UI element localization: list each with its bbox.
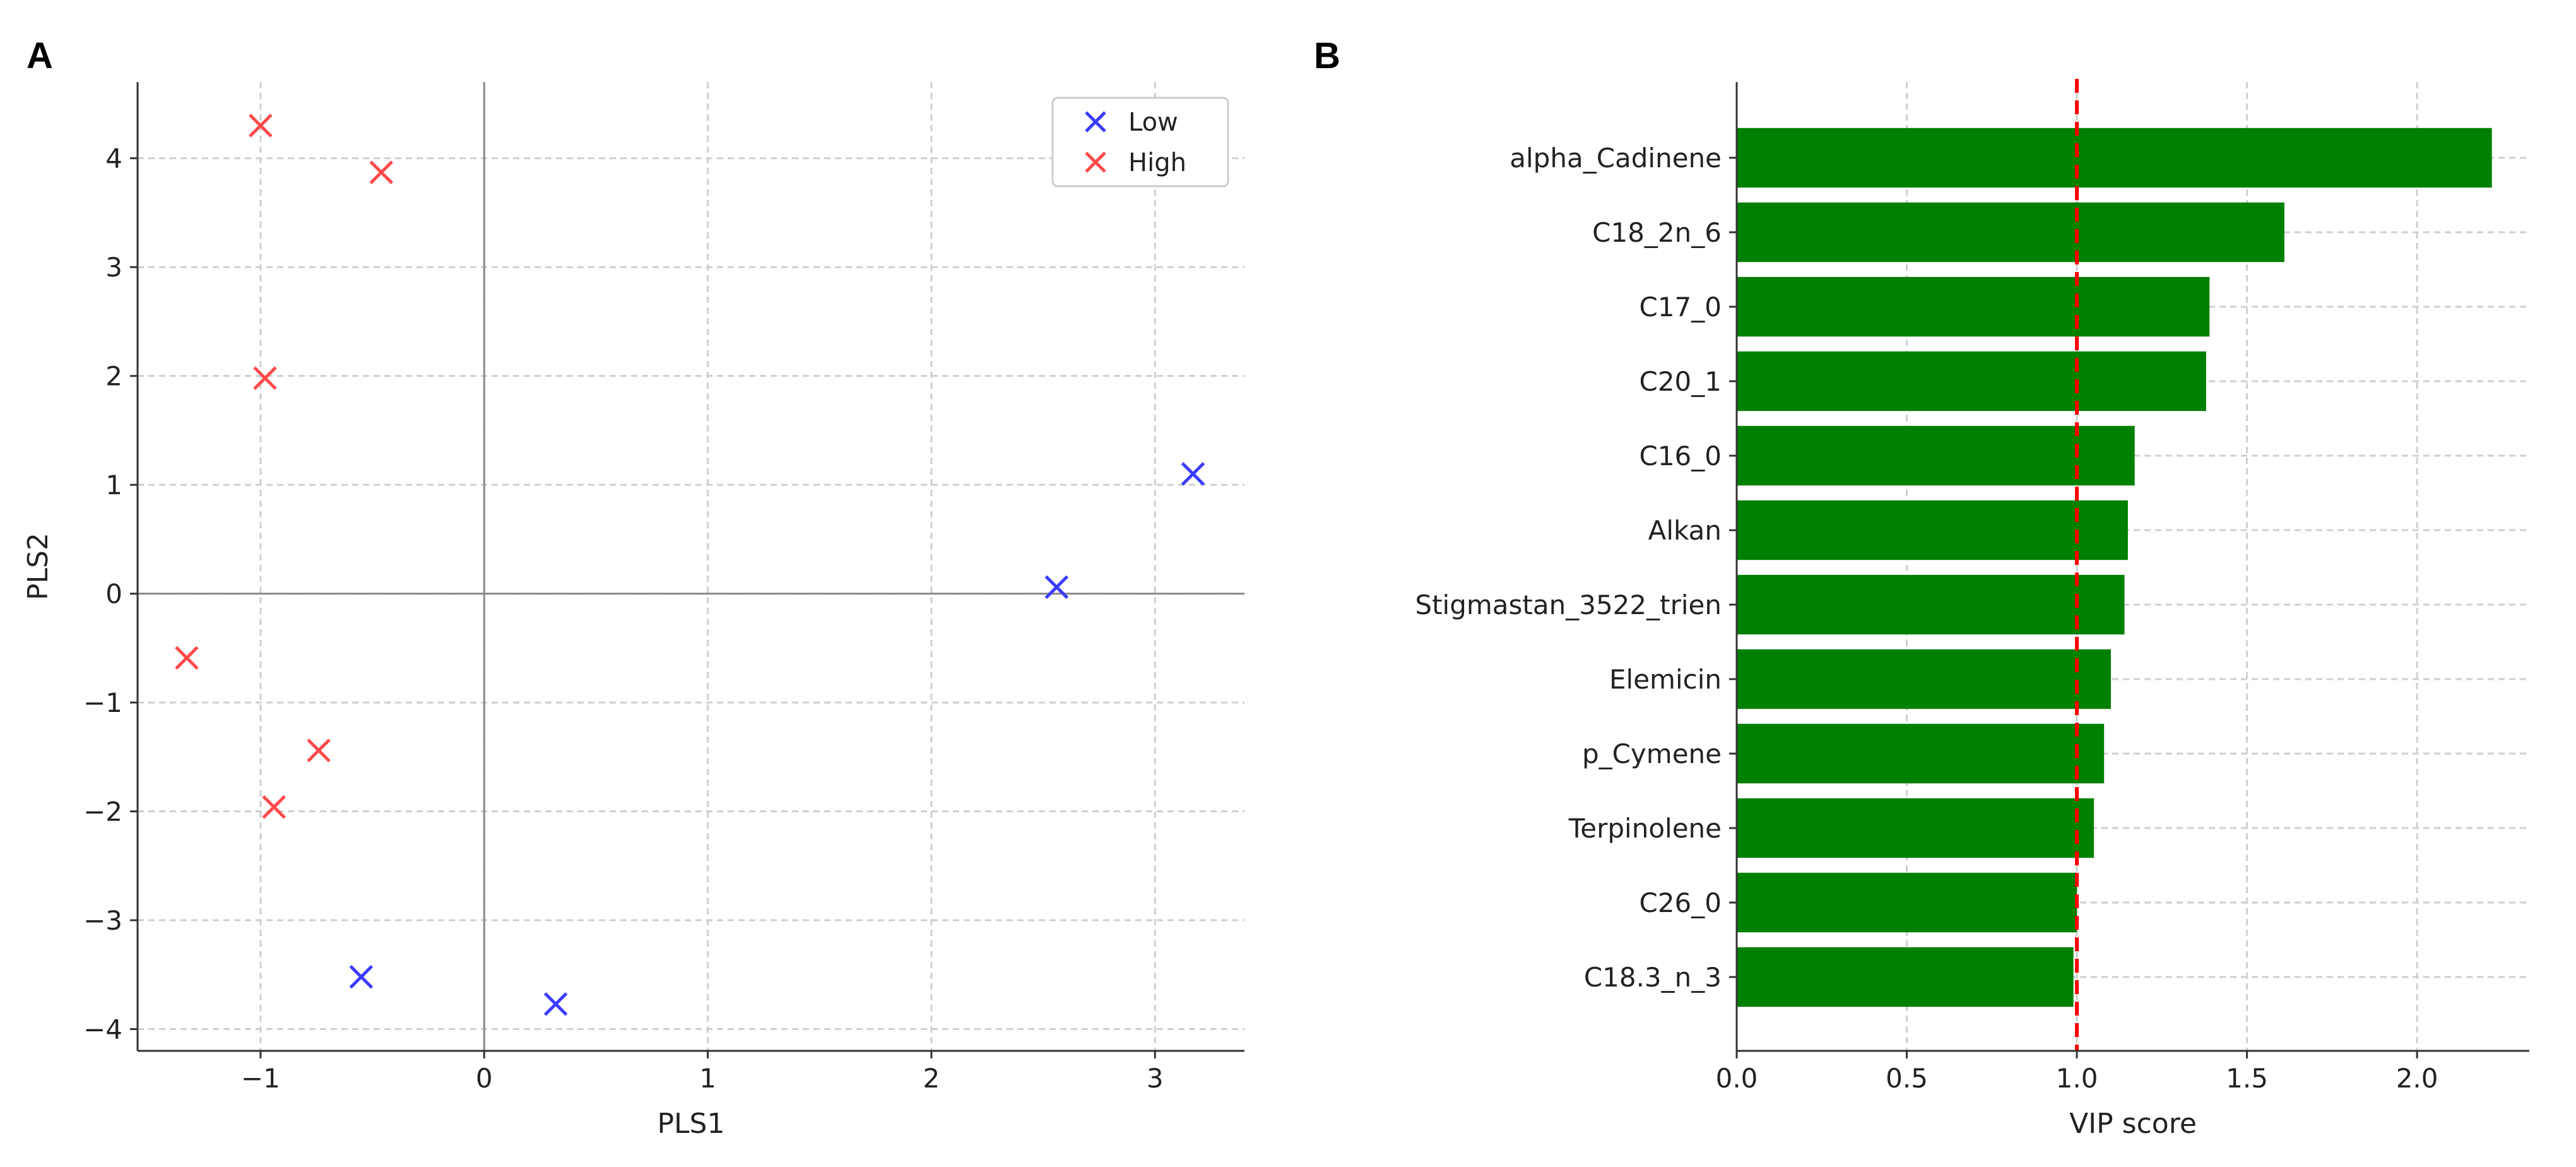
bar-c20-1 bbox=[1737, 351, 2206, 412]
scatter-point-low bbox=[1181, 462, 1205, 486]
bar-x-axis-label: VIP score bbox=[2069, 1108, 2197, 1140]
scatter-legend: Low High bbox=[1051, 97, 1229, 187]
scatter-point-low bbox=[1044, 575, 1069, 600]
bar-axes bbox=[1729, 82, 2529, 1058]
scatter-x-axis-label: PLS1 bbox=[658, 1108, 725, 1140]
x-tick-label: 0.5 bbox=[1886, 1063, 1928, 1094]
scatter-point-high bbox=[369, 160, 394, 184]
category-label-elemicin: Elemicin bbox=[1609, 664, 1722, 695]
x-tick-label: 1.5 bbox=[2226, 1063, 2268, 1094]
bar-elemicin bbox=[1737, 649, 2111, 709]
scatter-tick-labels: −1 0 1 2 3 −4 −3 −2 −1 0 1 2 3 4 bbox=[83, 143, 1164, 1094]
category-label-alkan: Alkan bbox=[1648, 515, 1722, 546]
category-label-c18-3-n-3: C18.3_n_3 bbox=[1584, 962, 1722, 993]
bar-c17-0 bbox=[1737, 276, 2210, 337]
scatter-point-high bbox=[175, 646, 199, 670]
scatter-point-high bbox=[253, 366, 277, 390]
bar-tick-labels: 0.0 0.5 1.0 1.5 2.0 bbox=[1716, 1063, 2438, 1094]
scatter-point-high bbox=[307, 738, 331, 762]
x-tick-label: 2 bbox=[923, 1063, 940, 1094]
scatter-point-low bbox=[543, 992, 568, 1016]
scatter-point-high bbox=[249, 114, 273, 138]
x-tick-label: 1.0 bbox=[2056, 1063, 2098, 1094]
y-tick-label: −4 bbox=[83, 1014, 122, 1045]
bar-c18-2n-6 bbox=[1737, 202, 2284, 263]
scatter-point-low bbox=[349, 964, 374, 989]
bar-alpha-cadinene bbox=[1737, 127, 2492, 188]
category-label-alpha-cadinene: alpha_Cadinene bbox=[1510, 143, 1722, 174]
panel-label-b: B bbox=[1314, 35, 1340, 76]
y-tick-label: 3 bbox=[105, 252, 122, 283]
legend-marker-low bbox=[1085, 111, 1106, 133]
scatter-axes bbox=[130, 82, 1244, 1058]
legend-label-high: High bbox=[1128, 148, 1186, 177]
category-label-terpinolene: Terpinolene bbox=[1568, 813, 1722, 844]
x-tick-label: 0.0 bbox=[1716, 1063, 1758, 1094]
legend-label-low: Low bbox=[1128, 108, 1178, 137]
panel-label-a: A bbox=[27, 35, 53, 76]
x-tick-label: −1 bbox=[241, 1063, 280, 1094]
y-tick-label: −1 bbox=[83, 687, 122, 718]
category-label-c26-0: C26_0 bbox=[1640, 887, 1722, 918]
scatter-plot-panel: −1 0 1 2 3 −4 −3 −2 −1 0 1 2 3 4 PLS1 PLS2 Low High bbox=[22, 82, 1244, 1140]
scatter-reference-lines bbox=[138, 82, 1244, 1051]
bar-c16-0 bbox=[1737, 425, 2135, 486]
category-label-c16-0: C16_0 bbox=[1640, 441, 1722, 471]
category-label-c20-1: C20_1 bbox=[1640, 366, 1722, 397]
bar-category-labels: alpha_Cadinene C18_2n_6 C17_0 C20_1 C16_0 Alk… bbox=[1415, 143, 1722, 993]
legend-marker-high bbox=[1085, 151, 1106, 173]
scatter-point-high bbox=[262, 795, 286, 819]
bar-terpinolene bbox=[1737, 798, 2094, 858]
y-tick-label: −3 bbox=[83, 905, 122, 936]
y-tick-label: 0 bbox=[105, 579, 122, 610]
bar-alkan bbox=[1737, 500, 2128, 560]
x-tick-label: 2.0 bbox=[2396, 1063, 2438, 1094]
bar-c18-3-n-3 bbox=[1737, 947, 2074, 1007]
category-label-p-cymene: p_Cymene bbox=[1582, 738, 1722, 769]
category-label-stigmastan-3522-trien: Stigmastan_3522_trien bbox=[1415, 589, 1722, 620]
bar-p-cymene bbox=[1737, 723, 2105, 784]
bar-c26-0 bbox=[1737, 872, 2077, 933]
scatter-y-axis-label: PLS2 bbox=[22, 533, 54, 600]
category-label-c17-0: C17_0 bbox=[1640, 292, 1722, 323]
y-tick-label: −2 bbox=[83, 797, 122, 827]
category-label-c18-2n-6: C18_2n_6 bbox=[1592, 217, 1722, 248]
y-tick-label: 4 bbox=[105, 143, 122, 174]
scatter-points bbox=[175, 114, 1205, 1016]
x-tick-label: 1 bbox=[699, 1063, 716, 1094]
y-tick-label: 2 bbox=[105, 361, 122, 392]
x-tick-label: 0 bbox=[476, 1063, 493, 1094]
y-tick-label: 1 bbox=[105, 470, 122, 501]
bar-stigmastan-3522-trien bbox=[1737, 574, 2125, 635]
bar-series bbox=[1737, 127, 2492, 1007]
vip-bar-chart-panel: 0.0 0.5 1.0 1.5 2.0 alpha_Cadinene C18_2n_6 C1… bbox=[1415, 79, 2529, 1140]
x-tick-label: 3 bbox=[1147, 1063, 1164, 1094]
